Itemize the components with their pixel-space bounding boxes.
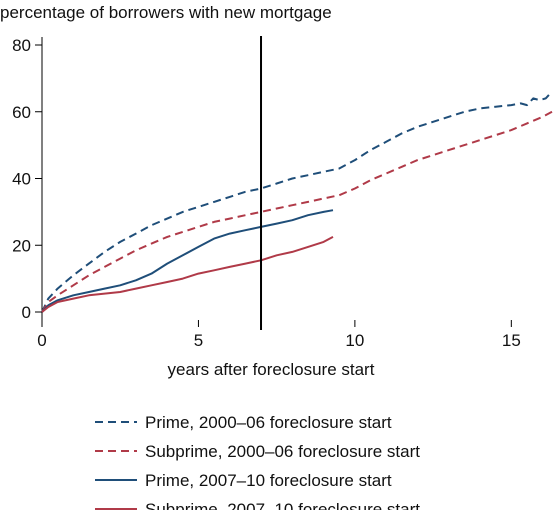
y-tick-label: 80 [12, 36, 31, 55]
x-tick-label: 5 [194, 331, 203, 350]
legend-label: Subprime, 2007–10 foreclosure start [145, 500, 420, 510]
y-tick-label: 20 [12, 236, 31, 255]
series-line [41, 91, 553, 313]
series-line [41, 236, 334, 313]
y-tick-label: 0 [22, 303, 31, 322]
y-tick-label: 40 [12, 170, 31, 189]
y-tick-label: 60 [12, 103, 31, 122]
x-tick-label: 15 [502, 331, 521, 350]
series-line [41, 110, 553, 313]
chart-title: percentage of borrowers with new mortgag… [0, 3, 332, 22]
legend-label: Prime, 2007–10 foreclosure start [145, 471, 392, 490]
series-lines [41, 91, 553, 313]
x-axis-label: years after foreclosure start [168, 360, 375, 379]
axes: 0 20 40 60 80 0 5 10 15 [12, 36, 521, 350]
x-tick-label: 10 [345, 331, 364, 350]
legend-label: Prime, 2000–06 foreclosure start [145, 413, 392, 432]
series-line [41, 209, 334, 313]
legend: Prime, 2000–06 foreclosure start Subprime… [95, 413, 420, 510]
x-tick-label: 0 [37, 331, 46, 350]
legend-label: Subprime, 2000–06 foreclosure start [145, 442, 420, 461]
